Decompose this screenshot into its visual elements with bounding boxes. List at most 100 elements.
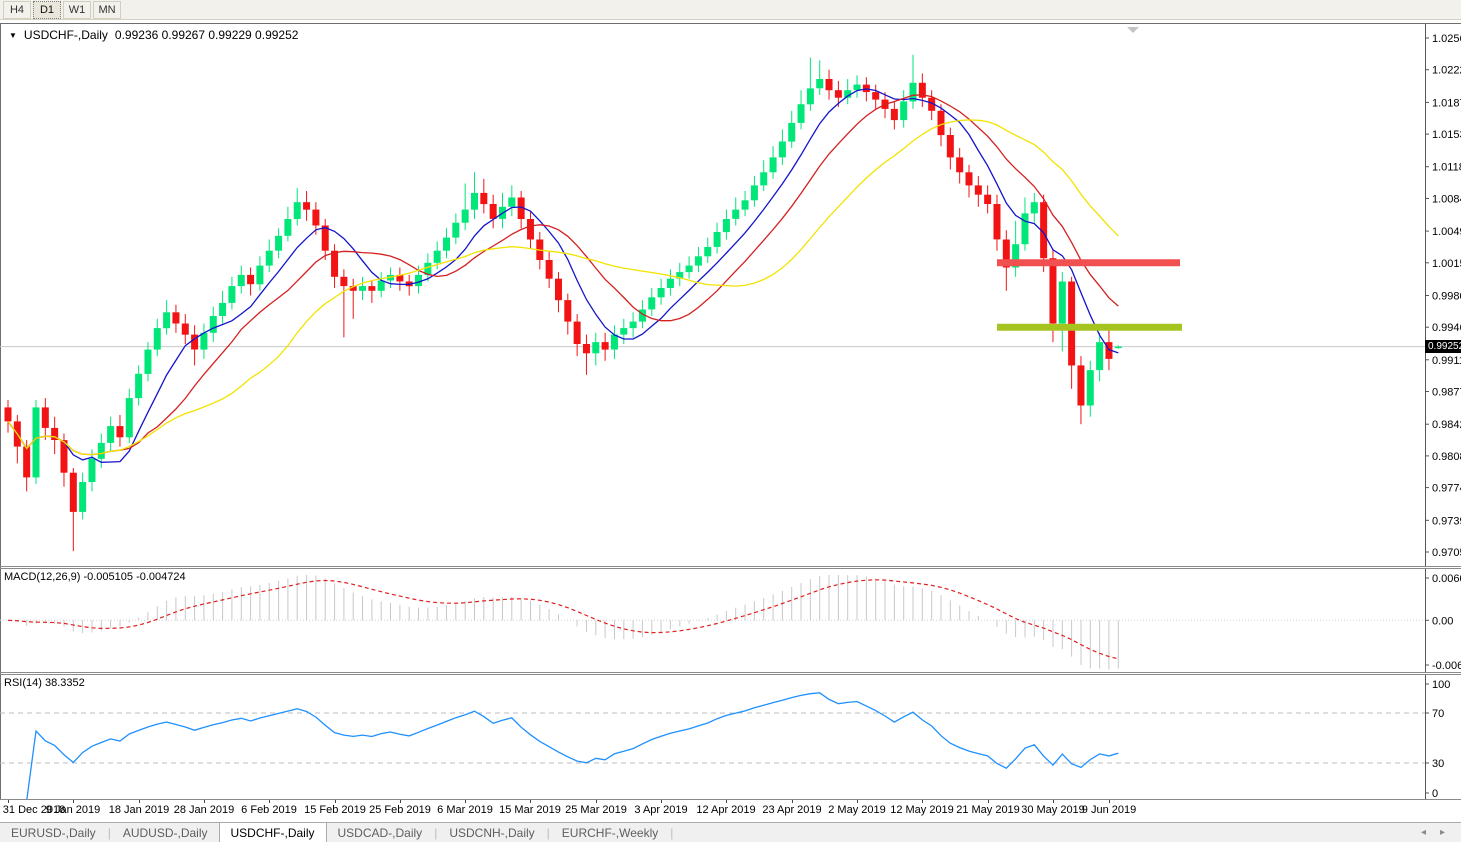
price-tick-label: 1.00490 bbox=[1432, 226, 1461, 238]
date-label: 28 Jan 2019 bbox=[173, 804, 235, 816]
panel-splitter[interactable] bbox=[0, 674, 1461, 675]
timeframe-button-h4[interactable]: H4 bbox=[3, 0, 31, 19]
price-tick-label: 1.00150 bbox=[1432, 258, 1461, 270]
date-label: 3 Apr 2019 bbox=[634, 804, 688, 816]
date-tick-mark bbox=[661, 800, 662, 803]
tab-separator: | bbox=[107, 825, 111, 840]
macd-tick-label: 0.00 bbox=[1432, 615, 1453, 627]
price-tick-label: 1.00840 bbox=[1432, 194, 1461, 206]
date-label: 25 Feb 2019 bbox=[369, 804, 431, 816]
macd-label: MACD(12,26,9) -0.005105 -0.004724 bbox=[4, 571, 186, 583]
chart-tab-eurchf-weekly[interactable]: EURCHF-,Weekly bbox=[561, 825, 659, 840]
panel-splitter[interactable] bbox=[0, 568, 1461, 569]
date-axis[interactable]: 31 Dec 2018 9 Jan 2019 18 Jan 2019 28 Jan 2… bbox=[0, 800, 1461, 821]
price-tick-label: 0.97050 bbox=[1432, 547, 1461, 559]
tab-separator: | bbox=[670, 825, 674, 840]
chart-tab-eurusd-daily[interactable]: EURUSD-,Daily bbox=[11, 825, 96, 840]
chart-tab-usdcad-daily[interactable]: USDCAD-,Daily bbox=[337, 825, 423, 840]
macd-signal-line bbox=[7, 579, 1119, 660]
date-tick-mark bbox=[530, 800, 531, 803]
panel-splitter[interactable] bbox=[0, 566, 1461, 567]
chart-window-top-border bbox=[0, 23, 1461, 24]
panel-splitter[interactable] bbox=[0, 672, 1461, 673]
chart-tab-usdcnh-daily[interactable]: USDCNH-,Daily bbox=[449, 825, 535, 840]
macd-tick-label: -0.006096 bbox=[1432, 660, 1461, 672]
date-tick-mark bbox=[726, 800, 727, 803]
chart-ohlc-values: 0.99236 0.99267 0.99229 0.99252 bbox=[114, 28, 299, 42]
current-price-tag: 0.99252 bbox=[1425, 340, 1461, 353]
date-label: 18 Jan 2019 bbox=[108, 804, 170, 816]
date-tick-mark bbox=[139, 800, 140, 803]
price-tick-label: 1.01180 bbox=[1432, 162, 1461, 174]
price-tick-label: 0.97390 bbox=[1432, 515, 1461, 527]
tab-scroll-left-icon[interactable]: ◂ bbox=[1420, 827, 1426, 838]
date-label: 15 Mar 2019 bbox=[499, 804, 561, 816]
date-label: 25 Mar 2019 bbox=[565, 804, 627, 816]
date-label: 23 Apr 2019 bbox=[762, 804, 822, 816]
price-tick-label: 0.97740 bbox=[1432, 483, 1461, 495]
date-tick-mark bbox=[792, 800, 793, 803]
rsi-tick-label: 70 bbox=[1432, 708, 1444, 720]
panel-bottom-border bbox=[0, 799, 1461, 800]
price-tick-label: 1.02560 bbox=[1432, 33, 1461, 45]
date-tick-mark bbox=[1053, 800, 1054, 803]
chart-tab-audusd-daily[interactable]: AUDUSD-,Daily bbox=[122, 825, 208, 840]
date-label: 9 Jan 2019 bbox=[45, 804, 101, 816]
date-label: 12 May 2019 bbox=[890, 804, 954, 816]
date-tick-mark bbox=[8, 800, 9, 803]
candles bbox=[4, 54, 1122, 552]
rsi-axis-ticks: 100 70 30 0 bbox=[1425, 679, 1450, 799]
tab-scroll-right-icon[interactable]: ▸ bbox=[1439, 827, 1445, 838]
date-tick-mark bbox=[988, 800, 989, 803]
price-tick-label: 0.99460 bbox=[1432, 322, 1461, 334]
tab-scroll-nav: ◂ ▸ bbox=[1421, 827, 1461, 838]
scroll-position-marker[interactable] bbox=[1127, 27, 1139, 33]
rsi-panel[interactable]: 100 70 30 0 bbox=[0, 675, 1461, 799]
rsi-tick-label: 0 bbox=[1432, 788, 1438, 799]
macd-panel[interactable]: 0.006058 0.00 -0.006096 bbox=[0, 569, 1461, 672]
date-label: 31 Dec 2018 bbox=[2, 804, 66, 816]
macd-histogram bbox=[16, 574, 1119, 670]
date-tick-mark bbox=[400, 800, 401, 803]
macd-tick-label: 0.006058 bbox=[1432, 573, 1461, 585]
date-tick-mark bbox=[596, 800, 597, 803]
price-tick-label: 0.98080 bbox=[1432, 451, 1461, 463]
price-axis-ticks: 1.02560 1.02220 1.01870 1.01530 1.01180 1.008… bbox=[1425, 33, 1461, 559]
chart-tabs-bar: EURUSD-,Daily | AUDUSD-,Daily USDCHF-,Daily… bbox=[0, 822, 1461, 842]
date-label: 12 Apr 2019 bbox=[696, 804, 756, 816]
timeframe-button-d1[interactable]: D1 bbox=[33, 0, 61, 19]
date-tick-mark bbox=[73, 800, 74, 803]
date-label: 2 May 2019 bbox=[828, 804, 886, 816]
price-tick-label: 1.01870 bbox=[1432, 97, 1461, 109]
price-tick-label: 0.99800 bbox=[1432, 291, 1461, 303]
date-tick-mark bbox=[269, 800, 270, 803]
date-tick-mark bbox=[335, 800, 336, 803]
price-chart-panel[interactable]: 1.02560 1.02220 1.01870 1.01530 1.01180 1.008… bbox=[0, 24, 1461, 566]
rsi-tick-label: 30 bbox=[1432, 758, 1444, 770]
moving-average-13 bbox=[7, 94, 1119, 456]
date-tick-mark bbox=[465, 800, 466, 803]
rsi-label: RSI(14) 38.3352 bbox=[4, 677, 85, 689]
symbol-dropdown-icon[interactable]: ▼ bbox=[9, 30, 17, 40]
date-label: 9 Jun 2019 bbox=[1081, 804, 1137, 816]
tab-separator: | bbox=[546, 825, 550, 840]
timeframe-button-w1[interactable]: W1 bbox=[63, 0, 91, 19]
timeframe-button-mn[interactable]: MN bbox=[93, 0, 121, 19]
date-tick-mark bbox=[1109, 800, 1110, 803]
timeframe-toolbar: H4 D1 W1 MN bbox=[0, 0, 1461, 20]
tab-separator: | bbox=[434, 825, 438, 840]
date-tick-mark bbox=[857, 800, 858, 803]
rsi-tick-label: 100 bbox=[1432, 679, 1450, 691]
price-tick-label: 0.99110 bbox=[1432, 355, 1461, 367]
price-tick-label: 1.01530 bbox=[1432, 129, 1461, 141]
chart-window-left-border bbox=[0, 23, 1, 799]
macd-axis-ticks: 0.006058 0.00 -0.006096 bbox=[1425, 573, 1461, 672]
chart-tab-usdchf-daily[interactable]: USDCHF-,Daily bbox=[218, 823, 327, 842]
moving-average-24 bbox=[7, 119, 1119, 456]
date-label: 15 Feb 2019 bbox=[304, 804, 366, 816]
rsi-line bbox=[26, 692, 1119, 799]
date-label: 30 May 2019 bbox=[1021, 804, 1085, 816]
price-tick-label: 1.02220 bbox=[1432, 65, 1461, 77]
date-label: 21 May 2019 bbox=[956, 804, 1020, 816]
